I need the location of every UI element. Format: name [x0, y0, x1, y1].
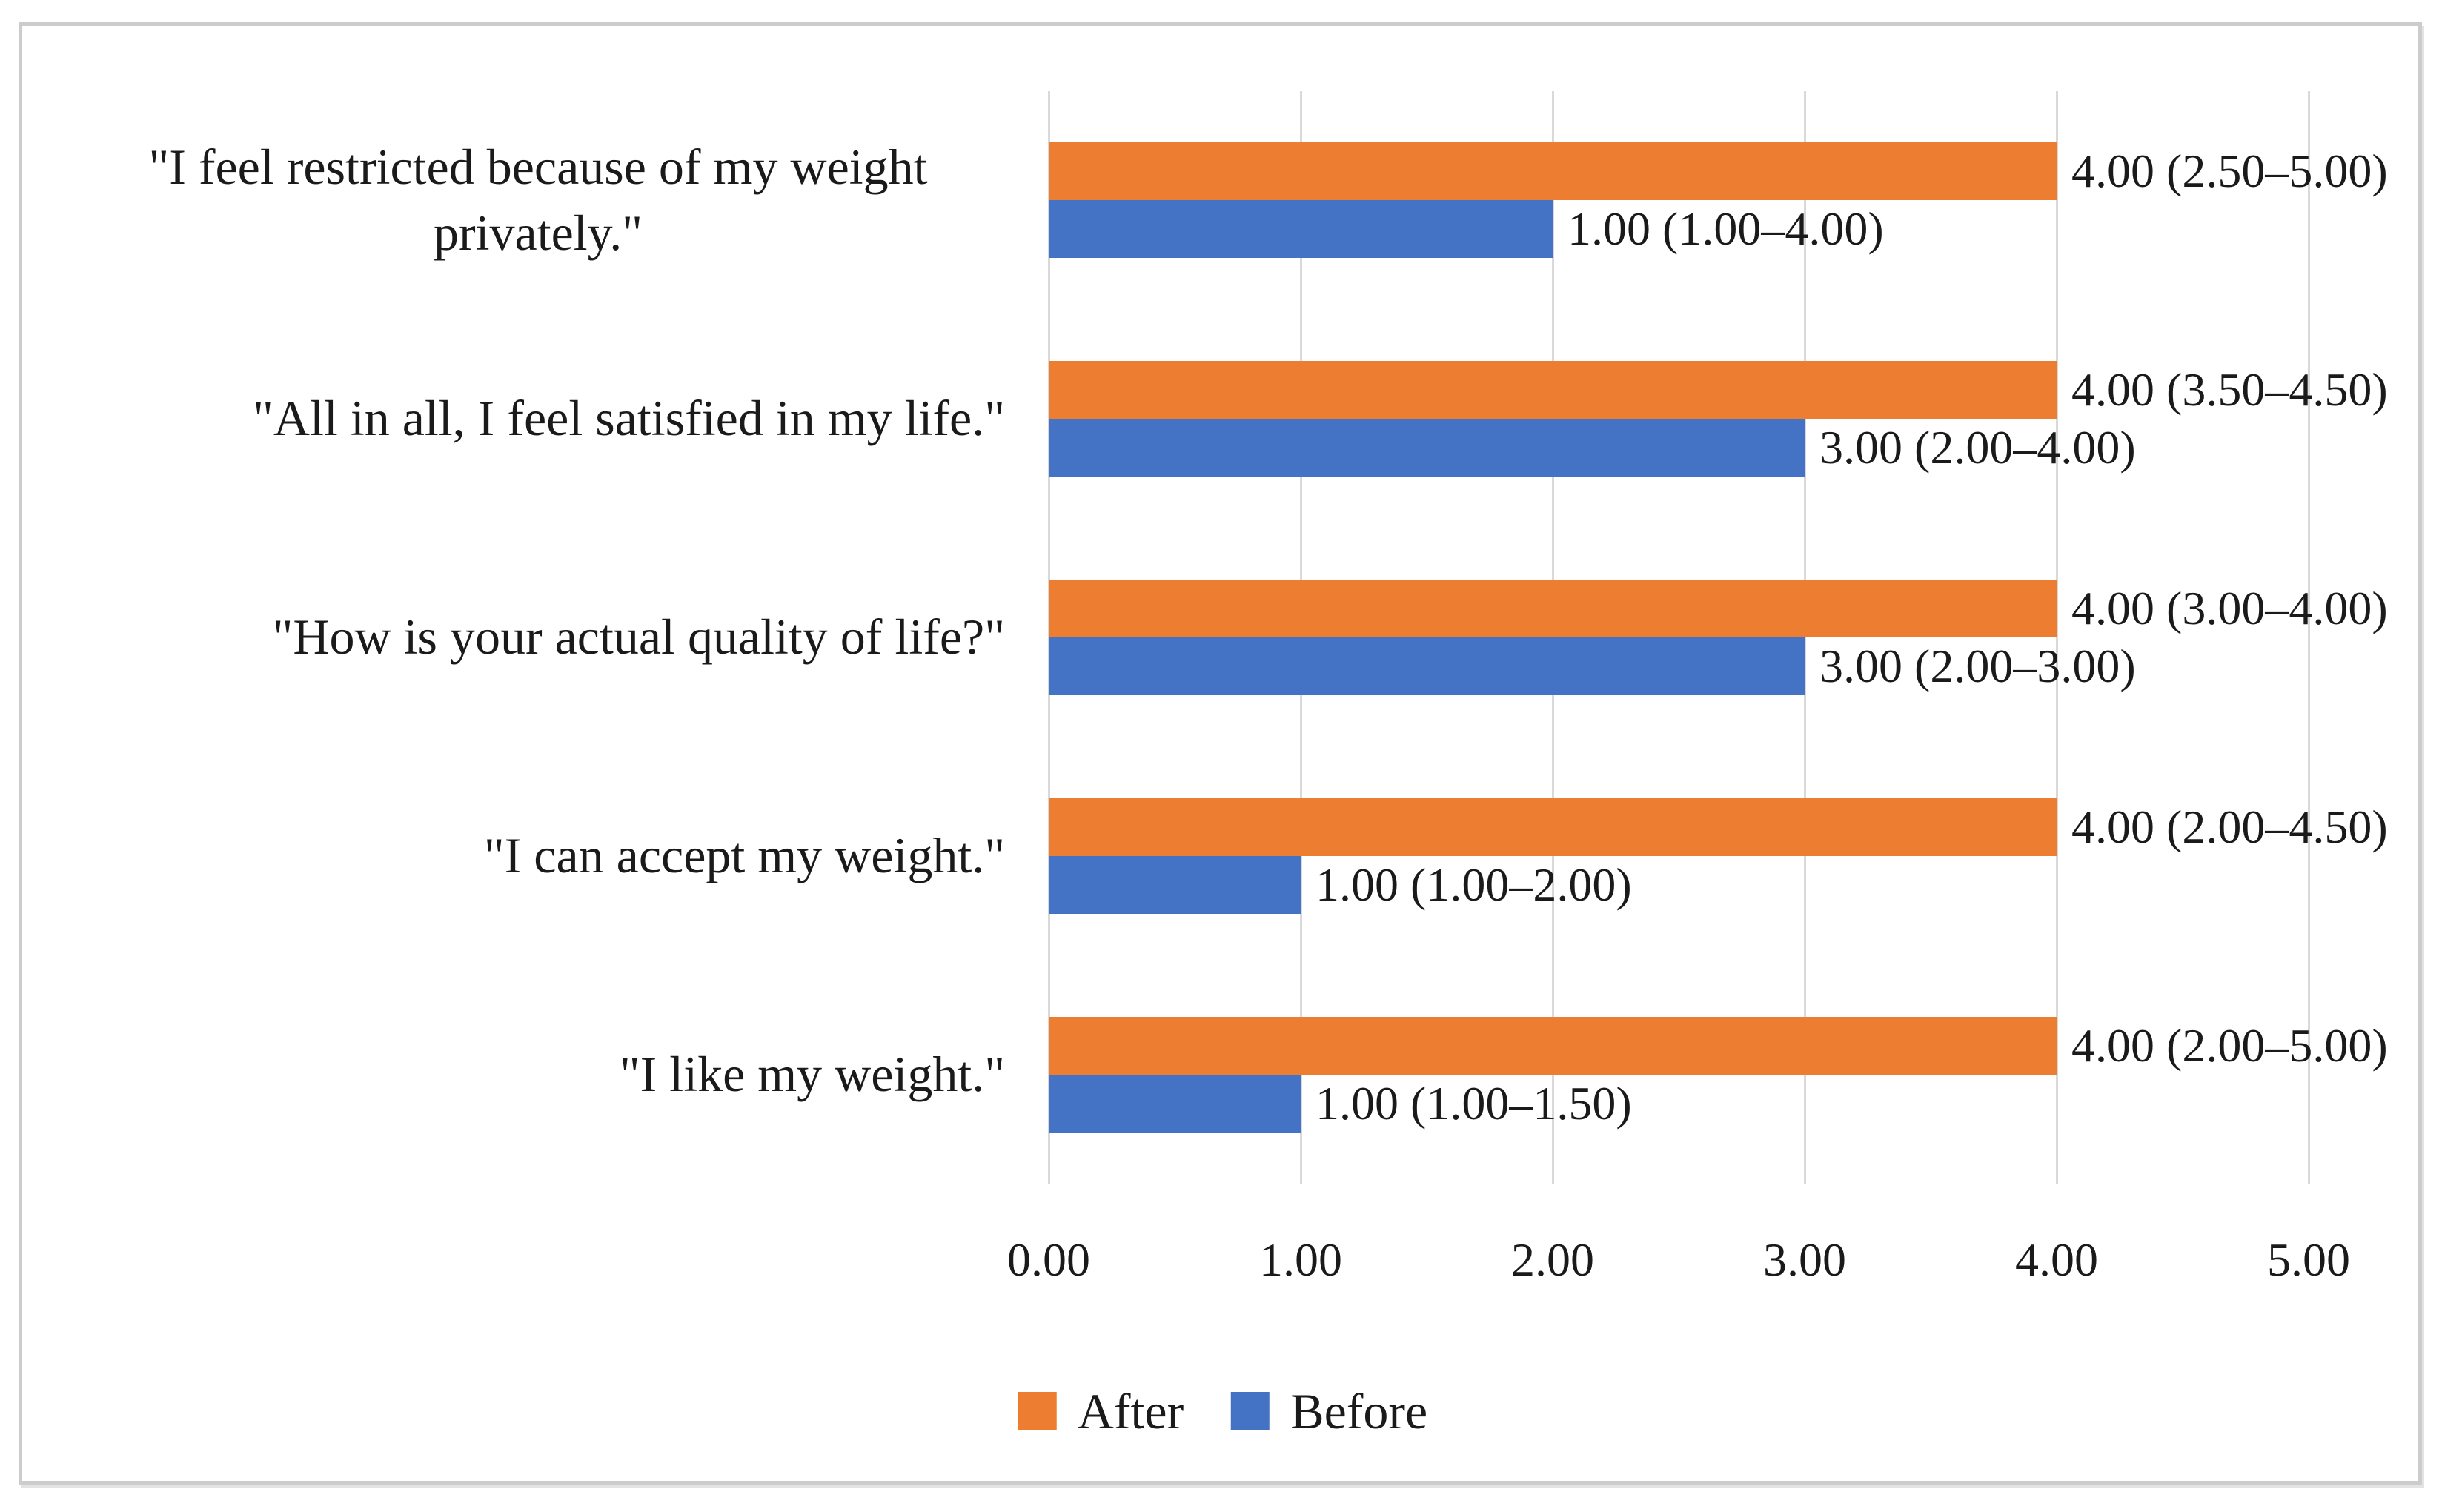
legend: After Before	[1018, 1380, 1427, 1442]
bar-before	[1049, 855, 1301, 914]
bar-after	[1049, 1016, 2057, 1075]
category-label: "All in all, I feel satisfied in my life…	[19, 310, 1005, 528]
bar-before	[1049, 419, 1805, 477]
x-tick-label: 5.00	[2267, 1233, 2350, 1286]
bar-after	[1049, 580, 2057, 637]
category-label-text: "I feel restricted because of my weight …	[148, 138, 928, 262]
legend-label: Before	[1290, 1383, 1428, 1439]
bar-after	[1049, 142, 2057, 201]
bar-value-label: 4.00 (2.00–5.00)	[2071, 1018, 2388, 1072]
category-label-text: "I like my weight."	[619, 1045, 1005, 1102]
legend-label: After	[1077, 1383, 1184, 1439]
category-label-text: "All in all, I feel satisfied in my life…	[253, 390, 1005, 447]
x-tick-label: 0.00	[1007, 1233, 1090, 1286]
bar-after	[1049, 798, 2057, 856]
bar-after	[1049, 361, 2057, 420]
x-tick-label: 3.00	[1763, 1233, 1846, 1286]
bar-before	[1049, 200, 1553, 259]
legend-swatch-after	[1018, 1392, 1057, 1430]
bar-value-label: 3.00 (2.00–4.00)	[1819, 421, 2136, 474]
legend-swatch-before	[1231, 1392, 1270, 1430]
category-label: "How is your actual quality of life?"	[19, 528, 1005, 747]
legend-item-before: Before	[1231, 1386, 1427, 1436]
category-label: "I like my weight."	[19, 965, 1005, 1184]
bar-before	[1049, 637, 1805, 695]
bar-value-label: 1.00 (1.00–1.50)	[1315, 1076, 1632, 1130]
gridline	[2056, 91, 2058, 1184]
bar-value-label: 4.00 (2.50–5.00)	[2071, 145, 2388, 198]
bar-value-label: 1.00 (1.00–2.00)	[1315, 858, 1632, 911]
gridline	[1804, 91, 1806, 1184]
category-label-text: "I can accept my weight."	[483, 826, 1005, 883]
x-tick-label: 1.00	[1259, 1233, 1342, 1286]
bar-value-label: 3.00 (2.00–3.00)	[1819, 640, 2136, 692]
bar-before	[1049, 1074, 1301, 1133]
category-label: "I can accept my weight."	[19, 746, 1005, 965]
legend-item-after: After	[1018, 1386, 1184, 1436]
category-label-text: "How is your actual quality of life?"	[272, 609, 1005, 666]
category-label: "I feel restricted because of my weight …	[19, 91, 1005, 310]
bar-value-label: 4.00 (2.00–4.50)	[2071, 800, 2388, 853]
x-tick-label: 2.00	[1511, 1233, 1594, 1286]
figure-border	[19, 22, 2422, 1485]
x-tick-label: 4.00	[2015, 1233, 2098, 1286]
gridline	[2308, 91, 2310, 1184]
bar-value-label: 1.00 (1.00–4.00)	[1567, 202, 1884, 256]
bar-value-label: 4.00 (3.50–4.50)	[2071, 363, 2388, 417]
bar-value-label: 4.00 (3.00–4.00)	[2071, 582, 2388, 634]
